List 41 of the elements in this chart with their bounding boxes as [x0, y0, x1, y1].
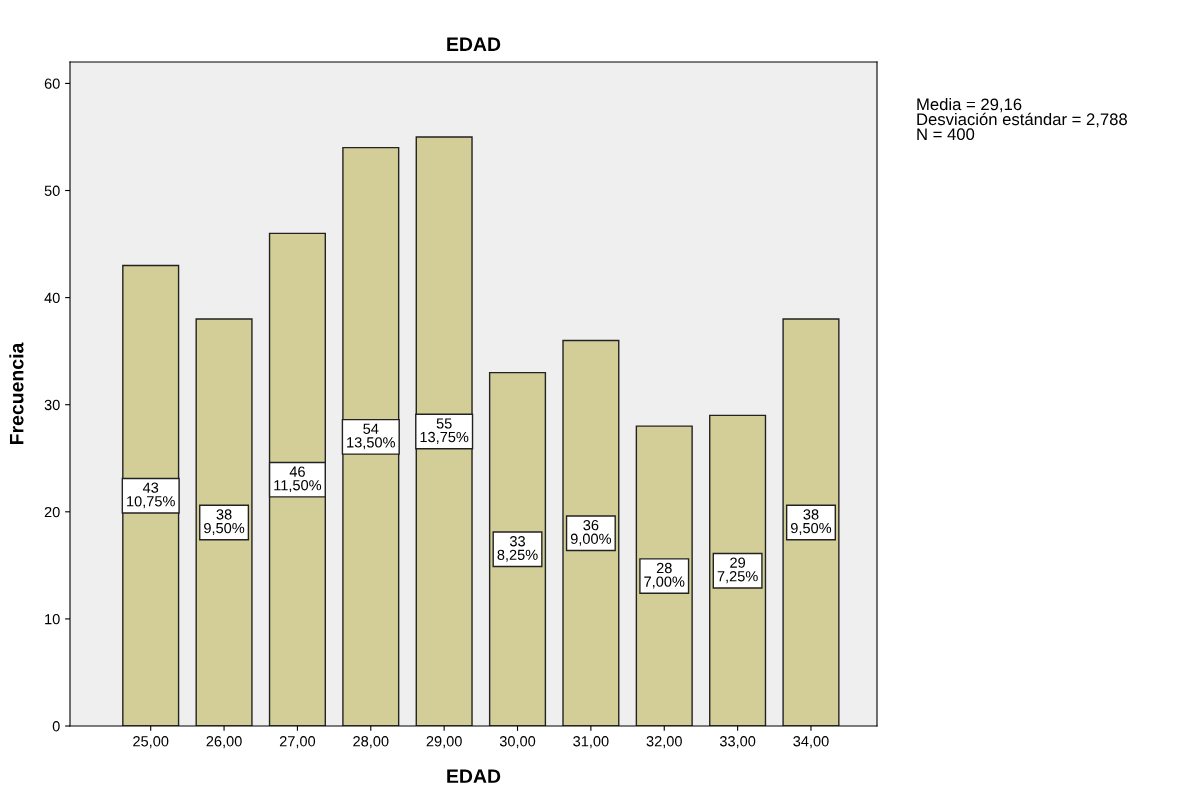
- bar: [195, 318, 253, 726]
- y-tick-label: 20: [44, 506, 60, 518]
- x-tick-label: 28,00: [353, 736, 389, 749]
- bar: [488, 371, 547, 726]
- x-tick-label: 32,00: [646, 736, 682, 749]
- bar: [268, 232, 327, 726]
- text: Media = 29,16 Desviación estándar = 2,788 N = 400: [917, 98, 1127, 141]
- bar: [562, 339, 620, 726]
- y-axis-title: Frecuencia: [9, 342, 24, 445]
- x-tick-label: 26,00: [206, 736, 242, 749]
- data-label: 46 11,50%: [274, 466, 322, 493]
- y-tick-label: 40: [44, 292, 60, 304]
- bar: [122, 264, 180, 726]
- bar: [342, 146, 400, 726]
- x-tick-label: 29,00: [426, 736, 462, 749]
- data-label: 38 9,50%: [790, 509, 832, 535]
- data-label: 55 13,75%: [420, 418, 469, 444]
- data-label: 29 7,25%: [717, 557, 758, 584]
- data-label: 28 7,00%: [644, 562, 685, 589]
- x-axis-title: EDAD: [447, 769, 501, 783]
- x-tick-label: 33,00: [719, 736, 756, 749]
- chart-title: EDAD: [447, 37, 501, 51]
- data-label: 43 10,75%: [127, 482, 175, 509]
- y-tick-label: 60: [44, 78, 60, 89]
- data-label: 36 9,00%: [570, 520, 612, 546]
- y-tick-label: 50: [44, 185, 60, 196]
- x-tick-label: 31,00: [573, 736, 609, 749]
- bar: [635, 425, 693, 726]
- x-tick-label: 34,00: [793, 736, 829, 749]
- y-tick-label: 10: [45, 614, 60, 625]
- bar: [709, 414, 767, 726]
- x-tick-label: 27,00: [279, 736, 316, 749]
- data-label: 33 8,25%: [497, 536, 538, 562]
- y-tick-label: 0: [52, 721, 60, 732]
- data-label: 38 9,50%: [204, 509, 245, 535]
- bar: [415, 136, 473, 726]
- x-tick-label: 25,00: [133, 736, 169, 749]
- bar: [782, 318, 840, 726]
- y-tick-label: 30: [44, 399, 60, 411]
- data-label: 54 13,50%: [347, 423, 395, 450]
- x-tick-label: 30,00: [499, 736, 536, 749]
